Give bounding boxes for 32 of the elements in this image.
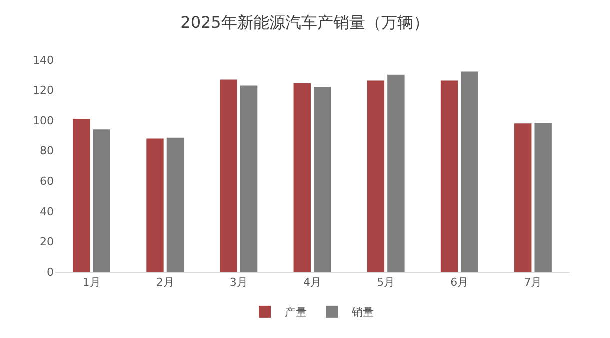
legend-label: 产量 — [285, 306, 307, 320]
x-tick-label: 3月 — [230, 276, 248, 290]
bar — [314, 86, 332, 272]
x-tick-label: 4月 — [304, 276, 322, 290]
bar — [440, 80, 458, 272]
y-tick-label: 120 — [33, 84, 54, 98]
bar — [166, 138, 184, 272]
y-tick-label: 20 — [40, 236, 54, 249]
y-tick-label: 60 — [40, 174, 54, 188]
y-tick-label: 40 — [40, 205, 54, 218]
x-tick-label: 1月 — [82, 276, 101, 290]
x-tick-label: 6月 — [450, 276, 469, 290]
bar — [93, 130, 110, 272]
x-tick-label: 2月 — [156, 276, 174, 290]
bar — [367, 80, 385, 272]
x-tick-label: 5月 — [377, 276, 396, 290]
bar — [388, 74, 405, 272]
bar — [220, 80, 238, 272]
legend-label: 销量 — [351, 306, 374, 320]
y-tick-label: 80 — [40, 144, 54, 158]
x-tick-label: 7月 — [524, 276, 542, 290]
y-tick-label: 100 — [33, 114, 54, 128]
bar — [240, 86, 258, 272]
bar — [294, 83, 311, 272]
bar — [146, 138, 164, 272]
chart-title: 2025年新能源汽车产销量（万辆） — [180, 13, 430, 32]
y-tick-label: 0 — [47, 266, 54, 279]
bar — [514, 124, 532, 272]
bar — [534, 122, 552, 272]
y-tick-label: 140 — [33, 54, 54, 67]
bar — [73, 119, 90, 272]
bar — [461, 72, 478, 272]
